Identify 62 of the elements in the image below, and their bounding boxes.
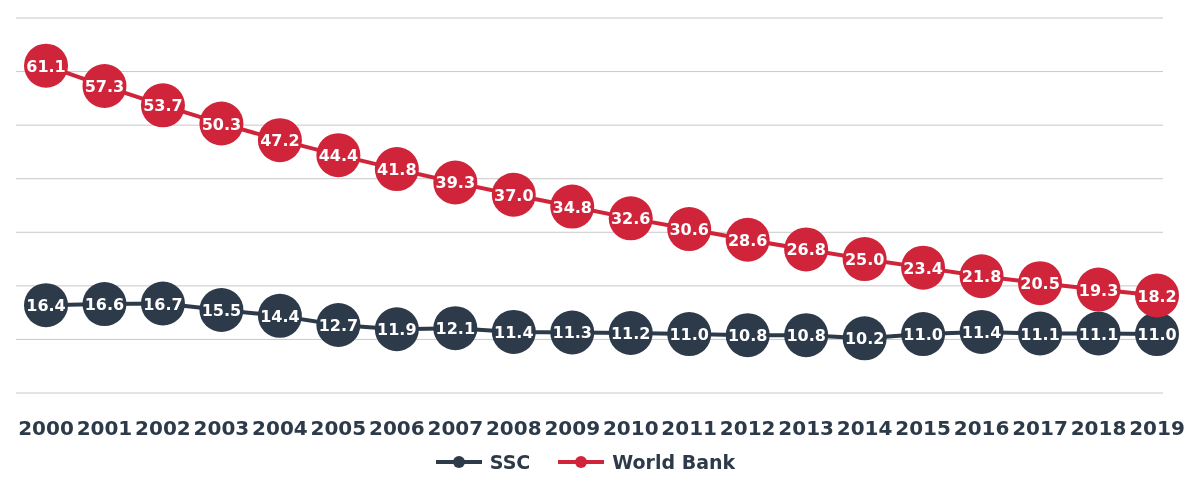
data-label: 11.1 <box>1020 324 1060 344</box>
data-label: 10.8 <box>786 326 826 346</box>
x-tick-label: 2016 <box>953 416 1010 441</box>
data-label: 11.3 <box>552 323 593 343</box>
data-label: 25.0 <box>844 250 885 270</box>
data-label: 11.2 <box>610 324 651 343</box>
x-tick-label: 2014 <box>836 416 893 441</box>
data-label: 18.2 <box>1137 286 1177 306</box>
x-tick-label: 2006 <box>369 416 425 441</box>
data-label: 44.4 <box>318 146 359 166</box>
data-label: 28.6 <box>727 230 768 250</box>
data-label: 15.5 <box>201 300 242 320</box>
data-label: 47.2 <box>260 131 300 151</box>
data-label: 37.0 <box>494 185 534 205</box>
data-label: 12.7 <box>318 315 359 335</box>
data-label: 11.0 <box>669 325 709 345</box>
data-label: 11.0 <box>903 325 943 345</box>
x-tick-label: 2013 <box>778 416 834 441</box>
data-label: 32.6 <box>610 209 651 229</box>
data-label: 11.0 <box>1137 325 1177 345</box>
x-tick-label: 2019 <box>1129 416 1185 441</box>
data-label: 14.4 <box>260 306 300 326</box>
x-tick-label: 2003 <box>193 416 250 441</box>
x-tick-label: 2017 <box>1012 416 1068 441</box>
data-label: 21.8 <box>961 267 1002 287</box>
data-label: 20.5 <box>1020 274 1060 294</box>
data-label: 11.9 <box>377 320 417 340</box>
x-tick-label: 2005 <box>310 416 367 441</box>
data-label: 50.3 <box>201 114 242 134</box>
data-label: 26.8 <box>786 240 826 260</box>
x-tick-label: 2008 <box>485 416 542 441</box>
x-tick-label: 2002 <box>135 416 191 441</box>
data-label: 23.4 <box>903 258 943 278</box>
data-label: 16.4 <box>26 296 66 316</box>
data-label: 11.4 <box>494 322 534 342</box>
x-tick-label: 2012 <box>719 416 776 441</box>
data-label: 12.1 <box>435 319 476 339</box>
data-label: 30.6 <box>669 220 709 240</box>
x-tick-label: 2004 <box>252 416 308 441</box>
data-label: 61.1 <box>26 56 66 76</box>
data-label: 10.2 <box>844 329 885 349</box>
x-tick-label: 2009 <box>544 416 601 441</box>
data-label: 53.7 <box>143 96 183 116</box>
data-label: 41.8 <box>377 160 417 180</box>
x-tick-label: 2011 <box>661 416 718 441</box>
data-label: 34.8 <box>552 197 593 217</box>
data-label: 57.3 <box>84 77 125 97</box>
x-tick-label: 2007 <box>427 416 484 441</box>
x-tick-label: 2000 <box>18 416 74 441</box>
data-label: 16.7 <box>143 294 183 314</box>
data-label: 16.6 <box>84 295 125 315</box>
data-label: 39.3 <box>435 173 476 193</box>
legend-label: SSC <box>489 451 531 473</box>
legend-label: World Bank <box>612 451 736 473</box>
data-label: 11.1 <box>1078 324 1119 344</box>
data-label: 11.4 <box>961 322 1002 342</box>
data-label: 19.3 <box>1078 280 1119 300</box>
x-tick-label: 2001 <box>76 416 133 441</box>
x-tick-label: 2010 <box>602 416 659 441</box>
data-label: 10.8 <box>727 326 768 346</box>
x-tick-label: 2018 <box>1070 416 1127 441</box>
x-tick-label: 2015 <box>895 416 951 441</box>
